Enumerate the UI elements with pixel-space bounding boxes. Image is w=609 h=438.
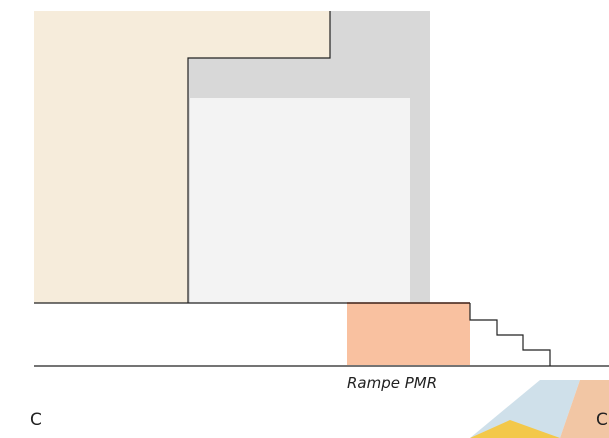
ramp-shape (347, 303, 470, 365)
light-room (190, 98, 410, 303)
corner-label-right: C (596, 410, 608, 430)
staircase-icon (469, 303, 551, 366)
corner-label-left: C (30, 410, 42, 430)
ramp-label: Rampe PMR (347, 374, 438, 392)
volume-outline (187, 11, 331, 303)
beige-volume-top (34, 11, 330, 58)
logo-shape-icon (470, 380, 609, 438)
